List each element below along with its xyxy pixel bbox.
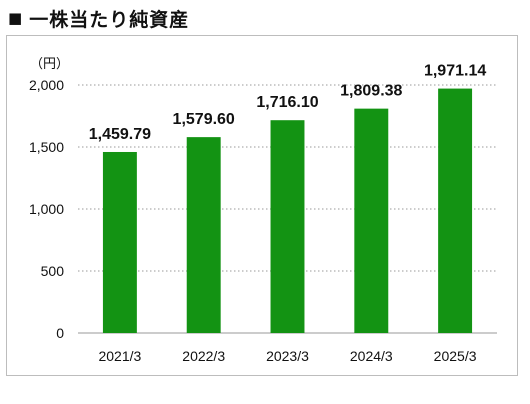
bar-2025-3 [438,88,473,333]
y-tick-label: 2,000 [29,77,64,93]
chart-frame [6,35,518,376]
bar-2022-3 [186,137,221,333]
chart-heading: ■ 一株当たり純資産 [8,4,189,32]
y-axis-unit-label: （円） [30,57,70,72]
x-tick-label: 2025/3 [434,348,477,364]
data-label: 1,971.14 [424,63,486,80]
x-tick-label: 2024/3 [350,348,393,364]
y-tick-label: 500 [41,263,65,279]
data-label: 1,459.79 [89,126,151,143]
square-bullet-icon: ■ [8,9,24,27]
x-tick-label: 2021/3 [98,348,141,364]
bar-2021-3 [102,151,137,333]
bar-2024-3 [354,108,389,334]
page-title: 一株当たり純資産 [29,8,190,31]
bar-2023-3 [270,120,305,333]
x-tick-label: 2023/3 [266,348,309,364]
x-tick-label: 2022/3 [182,348,225,364]
y-tick-label: 1,500 [29,139,64,155]
data-label: 1,809.38 [340,83,402,100]
y-tick-label: 0 [56,325,64,341]
y-tick-label: 1,000 [29,201,64,217]
data-label: 1,579.60 [173,111,235,128]
data-label: 1,716.10 [256,94,318,111]
